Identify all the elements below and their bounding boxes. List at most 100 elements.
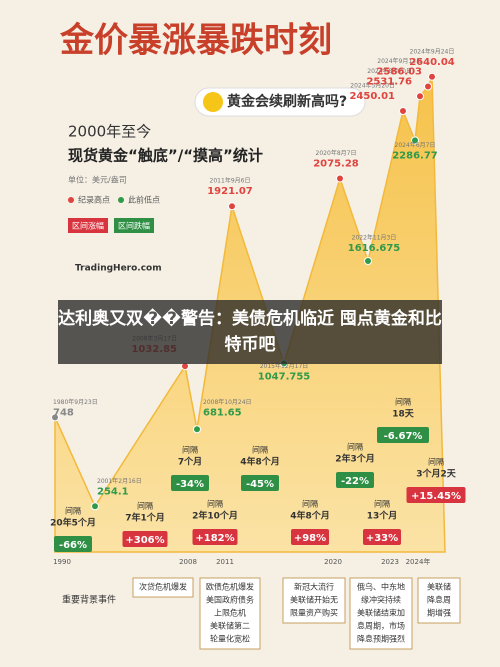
- point-date: 2008年10月24日: [203, 398, 252, 406]
- interval-label: 间隔: [302, 500, 318, 509]
- point-price: 2450.01: [349, 91, 395, 102]
- x-tick-label: 2008: [179, 558, 197, 566]
- legend-low: 此前低点: [128, 195, 160, 205]
- interval-span: 18天: [392, 409, 415, 420]
- price-point: [416, 92, 424, 101]
- interval-box: [336, 472, 374, 488]
- interval-box: [377, 427, 429, 443]
- point-date: 2024年5月20日: [350, 81, 395, 89]
- events-title: 重要背景事件: [62, 594, 116, 606]
- x-tick-label: 2011: [216, 558, 234, 566]
- event-text: 新冠大流行: [294, 582, 334, 592]
- event-box: [349, 577, 413, 650]
- price-point: [193, 425, 201, 434]
- interval-change: +15.45%: [411, 491, 461, 502]
- point-price: 681.65: [203, 407, 242, 418]
- legend-rise: 区间涨幅: [72, 221, 104, 231]
- point-date: 2022年11月3日: [352, 233, 397, 241]
- point-date: 1980年9月23日: [53, 398, 98, 406]
- event-box: [199, 577, 261, 650]
- interval-change: +33%: [366, 533, 398, 544]
- interval-span: 13个月: [367, 510, 398, 522]
- point-date: 2024年6月7日: [395, 141, 436, 149]
- interval-box: [406, 487, 466, 503]
- interval-label: 间隔: [252, 446, 268, 455]
- interval-change: -22%: [341, 476, 369, 487]
- event-text: 上限危机: [214, 608, 246, 618]
- interval-label: 间隔: [347, 443, 363, 452]
- price-point: [364, 256, 372, 265]
- interval-label: 间隔: [65, 507, 81, 516]
- point-price: 1616.675: [348, 243, 401, 254]
- interval-label: 间隔: [182, 446, 198, 455]
- point-price: 2286.77: [392, 150, 438, 161]
- legend-box: [114, 218, 154, 233]
- price-point: [91, 502, 99, 511]
- event-box: [282, 577, 346, 624]
- price-point: [411, 136, 419, 145]
- legend-fall: 区间跌幅: [118, 221, 150, 231]
- price-point: [428, 72, 436, 81]
- interval-span: 4年8个月: [240, 456, 280, 468]
- interval-change: -45%: [246, 479, 274, 490]
- interval-span: 4年8个月: [290, 510, 330, 522]
- interval-box: [122, 531, 168, 547]
- interval-change: -6.67%: [384, 431, 423, 442]
- bubble: [194, 87, 366, 117]
- interval-span: 7年1个月: [125, 512, 165, 524]
- title: 金价暴涨暴跌时刻: [59, 21, 332, 61]
- interval-span: 3个月2天: [416, 468, 457, 480]
- legend-dot: [118, 197, 124, 203]
- x-tick-label: 2023: [381, 558, 399, 566]
- point-date: 2024年9月24日: [410, 47, 455, 55]
- x-tick-label: 2020: [324, 558, 342, 566]
- price-point: [336, 174, 344, 183]
- interval-box: [291, 529, 329, 545]
- interval-box: [363, 529, 401, 545]
- event-text: 次贷危机爆发: [139, 582, 187, 592]
- event-text: 欧债危机爆发: [206, 582, 254, 592]
- event-text: 降息预期强烈: [357, 634, 405, 644]
- point-price: 2531.76: [366, 76, 412, 87]
- interval-label: 间隔: [207, 500, 223, 509]
- event-text: 轮量化宽松: [210, 634, 250, 644]
- event-text: 美联储结束加: [357, 608, 405, 618]
- price-point: [51, 413, 59, 422]
- question: 黄金会续刷新高吗?: [227, 93, 347, 110]
- point-date: 2015年12月17日: [260, 362, 309, 370]
- point-price: 2075.28: [313, 158, 359, 169]
- point-price: 2586.03: [376, 67, 422, 78]
- point-date: 2024年8月20日: [367, 67, 412, 75]
- interval-box: [241, 475, 279, 491]
- interval-box: [54, 536, 92, 552]
- source: TradingHero.com: [75, 264, 162, 274]
- event-text: 美联储: [427, 582, 451, 592]
- interval-change: +306%: [125, 535, 164, 546]
- period: 2000年至今: [68, 123, 151, 141]
- event-text: 限量资产购买: [290, 608, 338, 618]
- point-price: 254.1: [97, 486, 129, 497]
- x-tick-label: 1990: [53, 558, 71, 566]
- point-date: 2011年9月6日: [210, 177, 251, 185]
- event-text: 俄乌、中东地: [357, 582, 405, 592]
- interval-label: 间隔: [428, 458, 444, 467]
- point-price: 2640.04: [409, 57, 455, 68]
- event-text: 美联储第二: [210, 621, 250, 631]
- price-point: [228, 202, 236, 211]
- interval-span: 2年10个月: [192, 510, 238, 522]
- event-text: 降息周: [427, 595, 451, 605]
- x-tick-label: 2024年: [406, 557, 431, 566]
- interval-box: [192, 529, 238, 545]
- interval-change: +182%: [195, 533, 234, 544]
- interval-span: 2年3个月: [335, 453, 375, 465]
- interval-label: 间隔: [137, 502, 153, 511]
- interval-change: +98%: [294, 533, 326, 544]
- interval-label: 间隔: [395, 398, 411, 407]
- price-point: [424, 82, 432, 91]
- interval-change: -34%: [176, 479, 204, 490]
- legend-dot: [68, 197, 74, 203]
- interval-label: 间隔: [374, 500, 390, 509]
- point-date: 2020年8月7日: [316, 149, 357, 157]
- point-price: 748: [53, 407, 74, 418]
